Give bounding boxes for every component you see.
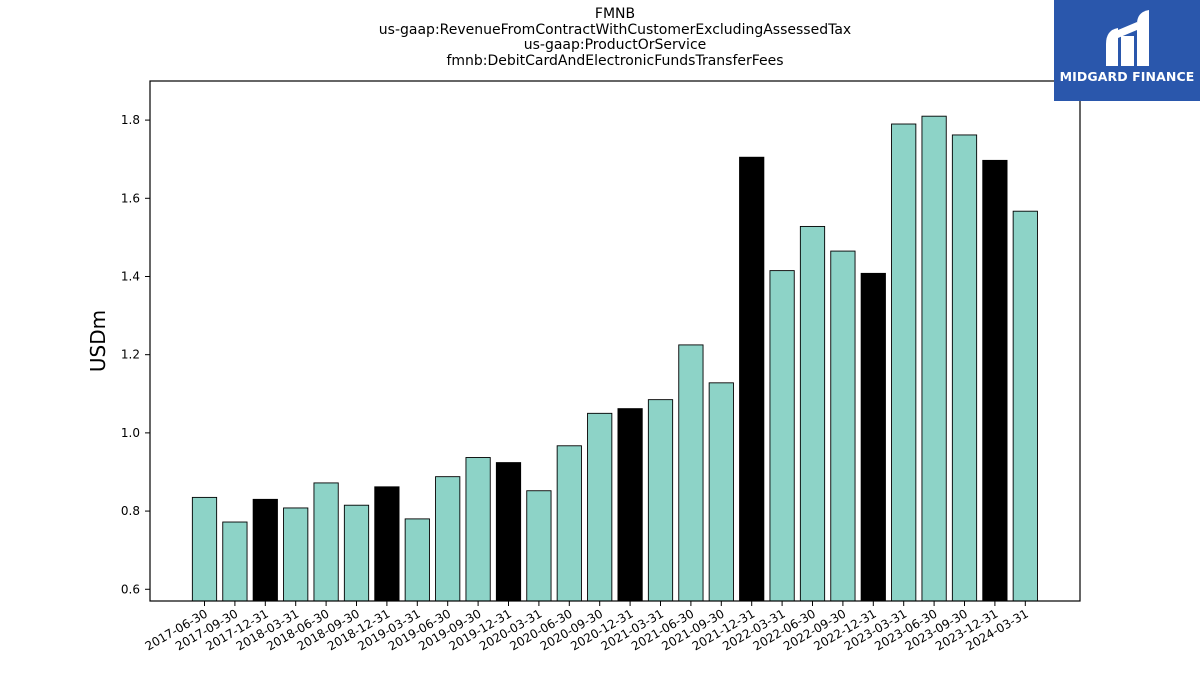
bar-2018-06-30 [313, 482, 339, 602]
bar-2017-09-30 [222, 521, 248, 602]
bar-2023-06-30 [921, 115, 947, 602]
y-axis-label: USDm [86, 310, 110, 372]
bar-2018-03-31 [283, 507, 309, 602]
bar-2018-09-30 [343, 504, 370, 602]
bar-2022-09-30 [830, 250, 856, 602]
bar-2020-12-31 [617, 408, 643, 602]
bar-2022-12-31 [860, 272, 886, 602]
bar-2022-06-30 [799, 225, 826, 602]
bar-2018-12-31 [374, 486, 400, 602]
bar-2021-03-31 [647, 399, 674, 602]
bar-2020-03-31 [526, 490, 552, 602]
x-axis: 2017-06-302017-09-302017-12-312018-03-31… [143, 601, 1031, 653]
title-line: us-gaap:RevenueFromContractWithCustomerE… [378, 21, 852, 38]
y-tick-label: 1.2 [121, 348, 140, 362]
bar-2024-03-31 [1012, 210, 1038, 602]
y-tick-label: 1.4 [121, 269, 140, 283]
bar-2019-03-31 [404, 518, 430, 602]
bar-2021-06-30 [678, 344, 704, 602]
bar-2023-09-30 [951, 134, 978, 602]
y-tick-label: 1.6 [121, 191, 140, 205]
y-tick-label: 1.8 [121, 113, 140, 127]
bar-2017-12-31 [252, 498, 278, 602]
title-line: fmnb:DebitCardAndElectronicFundsTransfer… [446, 52, 784, 69]
bar-2020-09-30 [587, 412, 613, 602]
logo-text: MIDGARD FINANCE [1059, 69, 1195, 84]
bars-group [191, 115, 1038, 602]
bar-2021-09-30 [708, 382, 734, 602]
y-tick-label: 1.0 [121, 426, 140, 440]
plot-frame [149, 80, 1081, 602]
midgard-finance-logo: MIDGARD FINANCE [1054, 0, 1200, 101]
bar-2019-09-30 [465, 457, 491, 602]
bar-2023-03-31 [891, 123, 917, 602]
bar-2020-06-30 [556, 445, 582, 602]
bar-2017-06-30 [191, 496, 218, 602]
title-line: us-gaap:ProductOrService [523, 37, 707, 53]
bar-2021-12-31 [739, 156, 765, 602]
bar-2023-12-31 [982, 159, 1008, 602]
chart-title: FMNB us-gaap:RevenueFromContractWithCust… [150, 6, 1080, 69]
bar-2022-03-31 [769, 270, 795, 602]
title-line: FMNB [594, 6, 636, 22]
bar-2019-06-30 [435, 476, 461, 602]
y-tick-label: 0.8 [121, 504, 140, 518]
logo-mark-icon [1106, 10, 1149, 66]
y-tick-label: 0.6 [121, 582, 140, 596]
bar-2019-12-31 [495, 462, 522, 602]
y-axis: 0.6 0.8 1.0 1.2 1.4 1.6 1.8 [121, 113, 150, 596]
